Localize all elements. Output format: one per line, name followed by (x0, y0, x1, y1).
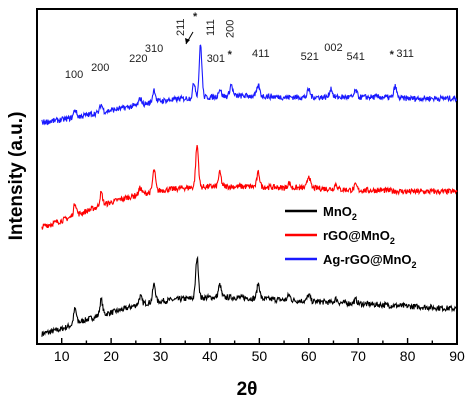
x-tick-label: 10 (54, 348, 70, 364)
annotation-arrow-head (185, 38, 190, 44)
plot-frame (36, 8, 458, 345)
x-tick-label: 70 (350, 348, 366, 364)
series-line-3 (41, 44, 458, 126)
peak-label: 111 (205, 19, 217, 36)
x-tick-label: 60 (301, 348, 317, 364)
x-tick-label: 40 (202, 348, 218, 364)
x-axis-title: 2θ (237, 379, 258, 400)
peak-label: 100 (65, 69, 83, 81)
x-axis: 10 20 30 40 50 60 70 80 90 (36, 338, 465, 364)
peak-label: 200 (91, 62, 109, 74)
x-tick-label: 20 (103, 348, 119, 364)
peak-label: 200 (225, 20, 237, 38)
series-line-1 (41, 255, 458, 337)
peak-star: * (390, 49, 395, 61)
peak-label: 002 (324, 42, 342, 54)
peak-label: 541 (347, 51, 365, 63)
legend-label: MnO2 (323, 204, 357, 222)
legend-label: Ag-rGO@MnO2 (323, 252, 417, 270)
peak-label: 220 (129, 53, 147, 65)
peak-label: 211 (175, 18, 187, 36)
peak-label: 411 (252, 48, 270, 60)
x-tick-label: 50 (252, 348, 268, 364)
y-axis-title: Intensity (a.u.) (6, 112, 27, 241)
peak-star: * (228, 49, 233, 61)
series-line-2 (41, 145, 458, 230)
peak-label: 521 (301, 51, 319, 63)
legend: MnO2 rGO@MnO2 Ag-rGO@MnO2 (285, 204, 417, 270)
peak-label: 301 (207, 53, 225, 65)
peak-star: * (193, 11, 198, 23)
peak-label: 310 (145, 43, 163, 55)
peak-label: 311 (396, 48, 414, 60)
x-tick-label: 80 (400, 348, 416, 364)
x-tick-label: 90 (449, 348, 465, 364)
x-tick-label: 30 (153, 348, 169, 364)
series-layer (41, 44, 458, 337)
legend-label: rGO@MnO2 (323, 228, 395, 246)
